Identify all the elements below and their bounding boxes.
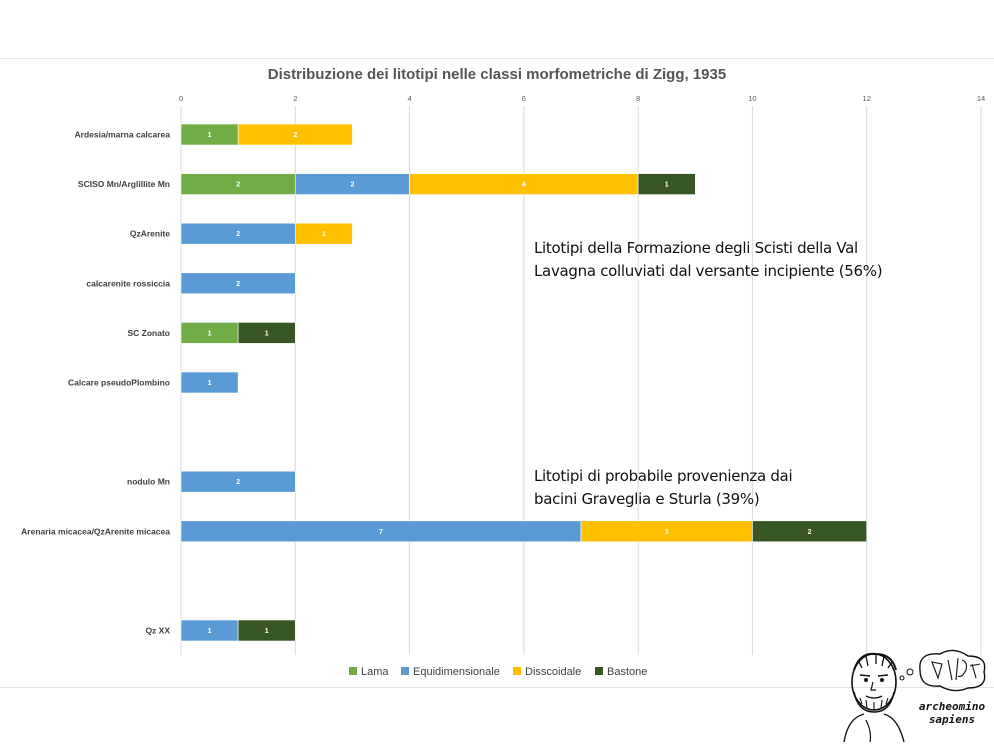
category-label: nodulo Mn — [127, 477, 170, 487]
category-label: Calcare pseudoPlombino — [68, 378, 170, 388]
legend-swatch-bastone — [595, 667, 603, 675]
category-label: QzArenite — [130, 229, 170, 239]
bars: 1 2 2 2 4 1 2 1 2 1 1 1 2 7 3 2 1 1 — [180, 123, 868, 642]
bar-bastone — [637, 173, 696, 195]
bar-data-label: 2 — [236, 479, 240, 486]
chart-title: Distribuzione dei litotipi nelle classi … — [268, 66, 726, 83]
category-labels: Ardesia/marna calcarea SCISO Mn/Arglillit… — [21, 130, 170, 636]
archeomino-logo — [843, 649, 986, 742]
category-label: SCISO Mn/Arglillite Mn — [78, 179, 170, 189]
annotation-provenienza: Litotipi di probabile provenienza dai ba… — [534, 465, 793, 511]
x-tick-label: 10 — [748, 94, 756, 103]
category-label: Qz XX — [145, 626, 170, 636]
bar-disscoidale — [237, 123, 353, 146]
bar-bastone — [237, 619, 296, 642]
bar-data-label: 2 — [350, 182, 354, 189]
x-tick-label: 14 — [977, 94, 985, 103]
bar-disscoidale — [294, 222, 353, 245]
bar-data-label: 3 — [665, 529, 669, 536]
annotation-scisti: Litotipi della Formazione degli Scisti d… — [534, 237, 883, 283]
bar-data-label: 2 — [236, 281, 240, 288]
bar-data-label: 1 — [208, 132, 212, 139]
bar-equidimensionale — [180, 470, 296, 493]
annotation-scisti-line-1: Litotipi della Formazione degli Scisti d… — [534, 239, 858, 257]
logo-text-line-1: archeomino — [918, 700, 986, 713]
bar-data-label: 1 — [265, 628, 269, 635]
annotation-scisti-line-2: Lavagna colluviati dal versante incipien… — [534, 262, 883, 280]
bar-data-label: 2 — [236, 231, 240, 238]
x-tick-label: 2 — [293, 94, 297, 103]
bar-data-label: 2 — [293, 132, 297, 139]
logo-text: archeomino sapiens — [910, 700, 994, 726]
category-label: calcarenite rossiccia — [86, 278, 170, 288]
legend-swatch-lama — [349, 667, 357, 675]
bar-data-label: 7 — [379, 529, 383, 536]
bar-data-label: 1 — [265, 330, 269, 337]
bar-data-label: 1 — [208, 628, 212, 635]
bar-data-label: 1 — [665, 182, 669, 189]
bar-data-label: 2 — [808, 529, 812, 536]
x-tick-label: 8 — [636, 94, 640, 103]
x-tick-label: 6 — [522, 94, 526, 103]
legend: Lama Equidimensionale Disscoidale Bastone — [349, 666, 647, 678]
legend-label: Disscoidale — [525, 666, 581, 678]
bar-bastone — [237, 322, 296, 344]
x-tick-label: 0 — [179, 94, 183, 103]
annotation-provenienza-line-1: Litotipi di probabile provenienza dai — [534, 467, 793, 485]
bar-data-label: 4 — [522, 182, 526, 189]
logo-text-line-2: sapiens — [928, 713, 976, 726]
legend-label: Equidimensionale — [413, 666, 500, 678]
legend-label: Bastone — [607, 666, 647, 678]
category-label: Arenaria micacea/QzArenite micacea — [21, 526, 170, 536]
bar-equidimensionale — [180, 272, 296, 295]
bar-data-label: 1 — [208, 330, 212, 337]
legend-swatch-disscoidale — [513, 667, 521, 675]
chart-frame — [0, 58, 994, 688]
x-axis-ticks: 0 2 4 6 8 10 12 14 — [179, 94, 985, 103]
bar-data-label: 2 — [236, 182, 240, 189]
legend-label: Lama — [361, 666, 389, 678]
annotation-provenienza-line-2: bacini Graveglia e Sturla (39%) — [534, 490, 760, 508]
bar-data-label: 1 — [322, 231, 326, 238]
category-label: Ardesia/marna calcarea — [75, 130, 171, 140]
bar-equidimensionale — [180, 371, 239, 394]
x-tick-label: 4 — [407, 94, 411, 103]
category-label: SC Zonato — [128, 328, 171, 338]
x-tick-label: 12 — [863, 94, 871, 103]
legend-swatch-equidimensionale — [401, 667, 409, 675]
bar-bastone — [752, 520, 868, 543]
bar-data-label: 1 — [208, 380, 212, 387]
